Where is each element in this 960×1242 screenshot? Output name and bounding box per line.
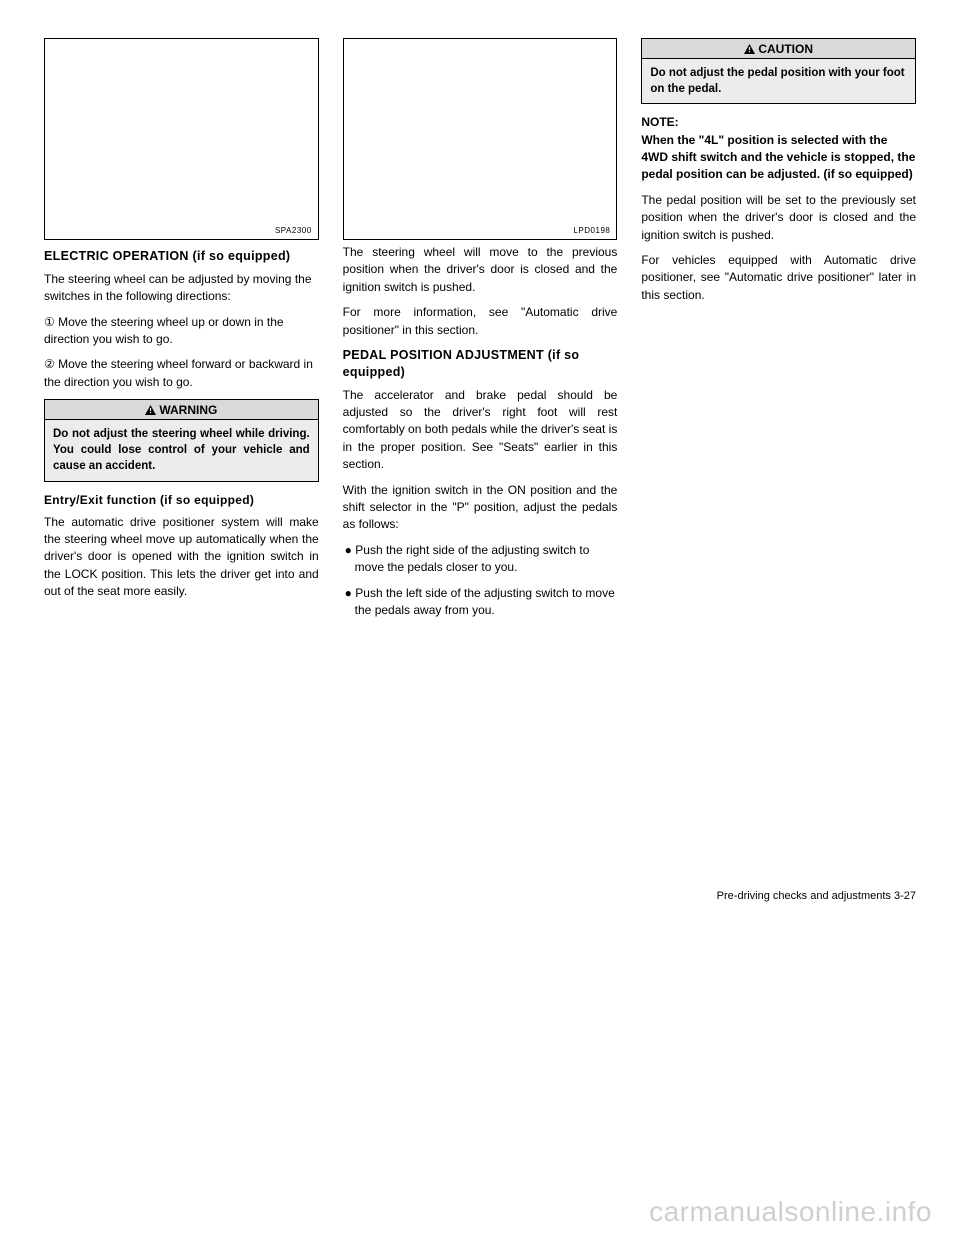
column-left: SPA2300 ELECTRIC OPERATION (if so equipp… — [44, 38, 319, 627]
paragraph-text: Move the steering wheel up or down in th… — [44, 315, 284, 346]
page-footer: Pre-driving checks and adjustments 3-27 — [717, 890, 916, 902]
caution-label: CAUTION — [758, 42, 813, 56]
figure-id-label: LPD0198 — [573, 226, 610, 235]
column-middle: LPD0198 The steering wheel will move to … — [343, 38, 618, 627]
caution-callout: CAUTION Do not adjust the pedal position… — [641, 38, 916, 104]
paragraph: The automatic drive positioner system wi… — [44, 514, 319, 601]
section-heading-electric: ELECTRIC OPERATION (if so equipped) — [44, 248, 319, 265]
section-heading-pedal: PEDAL POSITION ADJUSTMENT (if so equippe… — [343, 347, 618, 381]
page-container: SPA2300 ELECTRIC OPERATION (if so equipp… — [0, 0, 960, 1242]
paragraph: The steering wheel can be adjusted by mo… — [44, 271, 319, 306]
figure-placeholder: LPD0198 — [343, 38, 618, 240]
paragraph: The steering wheel will move to the prev… — [343, 244, 618, 296]
bullet-text: Push the right side of the adjusting swi… — [355, 543, 590, 574]
warning-label: WARNING — [159, 403, 217, 417]
bullet-text: Push the left side of the adjusting swit… — [355, 586, 615, 617]
warning-header: WARNING — [45, 400, 318, 420]
circled-one-icon: ① — [44, 315, 55, 329]
paragraph-text: Move the steering wheel forward or backw… — [44, 357, 313, 388]
column-right: CAUTION Do not adjust the pedal position… — [641, 38, 916, 627]
paragraph: The accelerator and brake pedal should b… — [343, 387, 618, 474]
caution-triangle-icon — [744, 44, 755, 54]
bullet-item: ● Push the left side of the adjusting sw… — [343, 585, 618, 620]
subsection-heading-entry-exit: Entry/Exit function (if so equipped) — [44, 492, 319, 508]
bullet-item: ● Push the right side of the adjusting s… — [343, 542, 618, 577]
watermark: carmanualsonline.info — [649, 1196, 932, 1228]
note-body: When the "4L" position is selected with … — [641, 133, 915, 182]
caution-body: Do not adjust the pedal position with yo… — [642, 59, 915, 103]
three-column-layout: SPA2300 ELECTRIC OPERATION (if so equipp… — [44, 38, 916, 627]
caution-header: CAUTION — [642, 39, 915, 59]
paragraph: For vehicles equipped with Automatic dri… — [641, 252, 916, 304]
paragraph: ② Move the steering wheel forward or bac… — [44, 356, 319, 391]
note-label: NOTE: — [641, 115, 678, 129]
paragraph: The pedal position will be set to the pr… — [641, 192, 916, 244]
warning-body: Do not adjust the steering wheel while d… — [45, 420, 318, 480]
figure-placeholder: SPA2300 — [44, 38, 319, 240]
circled-two-icon: ② — [44, 357, 55, 371]
paragraph: ① Move the steering wheel up or down in … — [44, 314, 319, 349]
note-paragraph: NOTE: When the "4L" position is selected… — [641, 114, 916, 184]
paragraph: With the ignition switch in the ON posit… — [343, 482, 618, 534]
warning-callout: WARNING Do not adjust the steering wheel… — [44, 399, 319, 481]
figure-id-label: SPA2300 — [275, 226, 312, 235]
warning-triangle-icon — [145, 405, 156, 415]
paragraph: For more information, see "Automatic dri… — [343, 304, 618, 339]
